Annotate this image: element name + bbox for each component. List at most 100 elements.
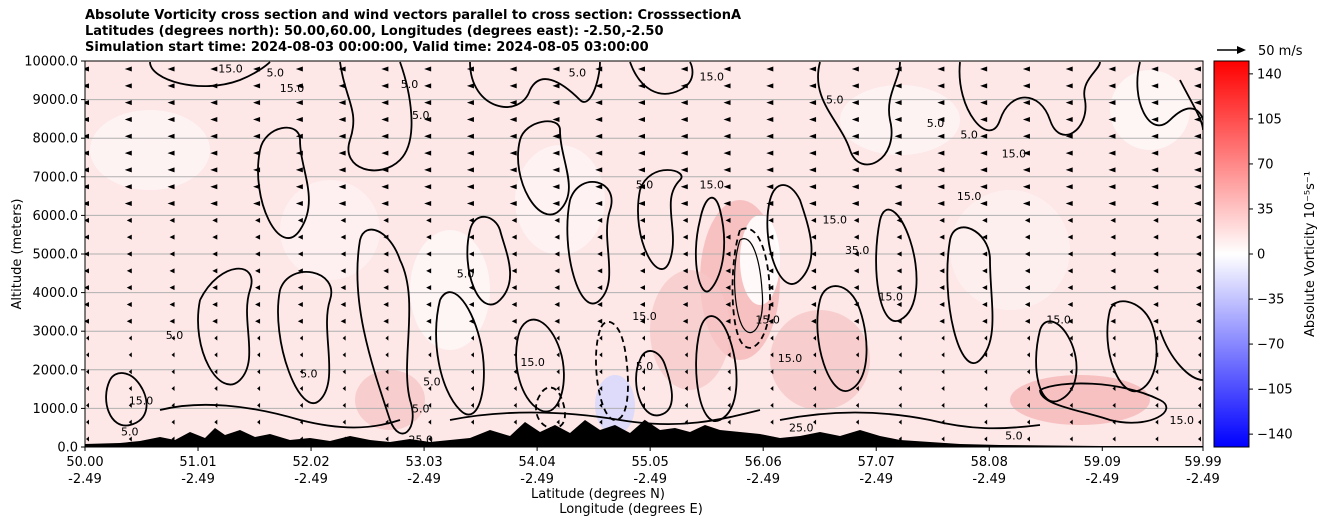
wind-vector-arrow <box>210 66 218 72</box>
wind-vector-arrow <box>556 386 560 392</box>
wind-vector-arrow <box>937 201 945 207</box>
wind-vector-arrow <box>513 369 517 375</box>
wind-vector-arrow <box>766 100 774 106</box>
wind-vector-arrow <box>851 100 859 106</box>
wind-vector-arrow <box>171 386 175 392</box>
wind-vector-arrow <box>257 386 261 392</box>
wind-vector-arrow <box>424 201 432 207</box>
contour-label: 25.0 <box>408 433 433 446</box>
wind-vector-arrow <box>513 335 517 341</box>
wind-vector-arrow <box>894 100 902 106</box>
wind-vector-arrow <box>124 150 132 156</box>
wind-vector-arrow <box>853 234 859 240</box>
wind-vector-arrow <box>424 116 432 122</box>
contour-label: 15.0 <box>1046 314 1071 327</box>
wind-vector-arrow <box>939 251 945 257</box>
x-tick-label-lon: -2.49 <box>294 472 328 487</box>
x-tick-label-lat: 59.09 <box>1084 455 1121 470</box>
wind-vector-arrow <box>770 335 774 341</box>
wind-vector-arrow <box>1110 301 1116 307</box>
wind-vector-arrow <box>1198 369 1201 375</box>
colorbar-tick-label: 140 <box>1257 67 1282 82</box>
wind-vector-arrow <box>1069 352 1073 358</box>
wind-vector-arrow <box>1151 100 1159 106</box>
wind-vector-arrow <box>1112 352 1116 358</box>
wind-vector-arrow <box>1110 217 1116 223</box>
wind-vector-arrow <box>809 184 817 190</box>
wind-vector-arrow <box>126 251 132 257</box>
wind-vector-arrow <box>684 369 688 375</box>
wind-vector-arrow <box>1151 201 1159 207</box>
wind-vector-arrow <box>381 66 389 72</box>
wind-vector-arrow <box>851 116 859 122</box>
wind-vector-arrow <box>424 184 432 190</box>
wind-vector-arrow <box>552 201 560 207</box>
wind-vector-arrow <box>340 318 346 324</box>
wind-vector-arrow <box>896 285 902 291</box>
wind-vector-arrow <box>809 167 817 173</box>
wind-vector-arrow <box>1196 318 1201 324</box>
wind-vector-arrow <box>426 251 432 257</box>
wind-vector-arrow <box>984 402 988 408</box>
wind-vector-arrow <box>811 318 817 324</box>
wind-vector-arrow <box>385 335 389 341</box>
colorbar-tick-label: 35 <box>1257 202 1274 217</box>
wind-vector-arrow <box>939 217 945 223</box>
wind-vector-arrow <box>255 217 261 223</box>
wind-vector-arrow <box>941 369 945 375</box>
wind-vector-arrow <box>342 436 346 442</box>
wind-vector-arrow <box>253 116 261 122</box>
contour-label: 5.0 <box>569 67 587 80</box>
wind-vector-arrow <box>853 268 859 274</box>
wind-vector-arrow <box>1155 369 1159 375</box>
wind-vector-arrow <box>638 66 645 72</box>
colorbar-tick-label: −35 <box>1257 293 1284 308</box>
wind-vector-arrow <box>297 301 303 307</box>
wind-vector-arrow <box>640 268 645 274</box>
wind-vector-arrow <box>128 386 132 392</box>
wind-vector-arrow <box>342 369 346 375</box>
contour-label: 5.0 <box>121 426 139 439</box>
wind-vector-arrow <box>299 335 303 341</box>
wind-vector-arrow <box>638 201 645 207</box>
wind-vector-arrow <box>381 116 389 122</box>
wind-vector-arrow <box>468 217 474 223</box>
wind-vector-arrow <box>295 100 303 106</box>
wind-vector-arrow <box>638 100 645 106</box>
wind-vector-arrow <box>982 318 988 324</box>
wind-vector-arrow <box>939 285 945 291</box>
wind-vector-arrow <box>1065 201 1073 207</box>
wind-vector-arrow <box>299 402 303 408</box>
wind-vector-arrow <box>937 100 945 106</box>
wind-vector-arrow <box>1026 352 1030 358</box>
wind-vector-arrow <box>894 184 902 190</box>
wind-vector-arrow <box>1151 133 1159 139</box>
wind-vector-arrow <box>640 301 645 307</box>
plot-content: 15.0 5.0 15.0 5.0 5.0 5.0 15.0 5.0 5.0 5.0 15.0 15.… <box>85 61 1203 447</box>
wind-vector-arrow <box>85 83 89 89</box>
wind-vector-arrow <box>85 301 89 307</box>
wind-vector-arrow <box>85 268 89 274</box>
wind-vector-arrow <box>680 83 688 89</box>
wind-vector-arrow <box>169 268 175 274</box>
wind-vector-arrow <box>513 386 517 392</box>
wind-vector-arrow <box>809 66 817 72</box>
wind-vector-arrow <box>338 184 346 190</box>
wind-vector-arrow <box>851 167 859 173</box>
x-tick-label-lat: 51.01 <box>179 455 216 470</box>
wind-vector-arrow <box>338 116 346 122</box>
x-tick-label-lat: 50.00 <box>66 455 103 470</box>
wind-vector-arrow <box>428 369 432 375</box>
wind-vector-arrow <box>595 83 603 89</box>
wind-vector-arrow <box>1065 150 1073 156</box>
wind-vector-arrow <box>556 369 560 375</box>
wind-vector-arrow <box>470 419 474 425</box>
wind-vector-arrow <box>682 234 688 240</box>
contour-label: 5.0 <box>300 368 318 381</box>
wind-vector-arrow <box>809 83 817 89</box>
wind-vector-arrow <box>638 150 645 156</box>
wind-vector-arrow <box>642 419 645 425</box>
wind-vector-arrow <box>428 419 432 425</box>
wind-vector-arrow <box>896 217 902 223</box>
wind-vector-arrow <box>725 285 731 291</box>
